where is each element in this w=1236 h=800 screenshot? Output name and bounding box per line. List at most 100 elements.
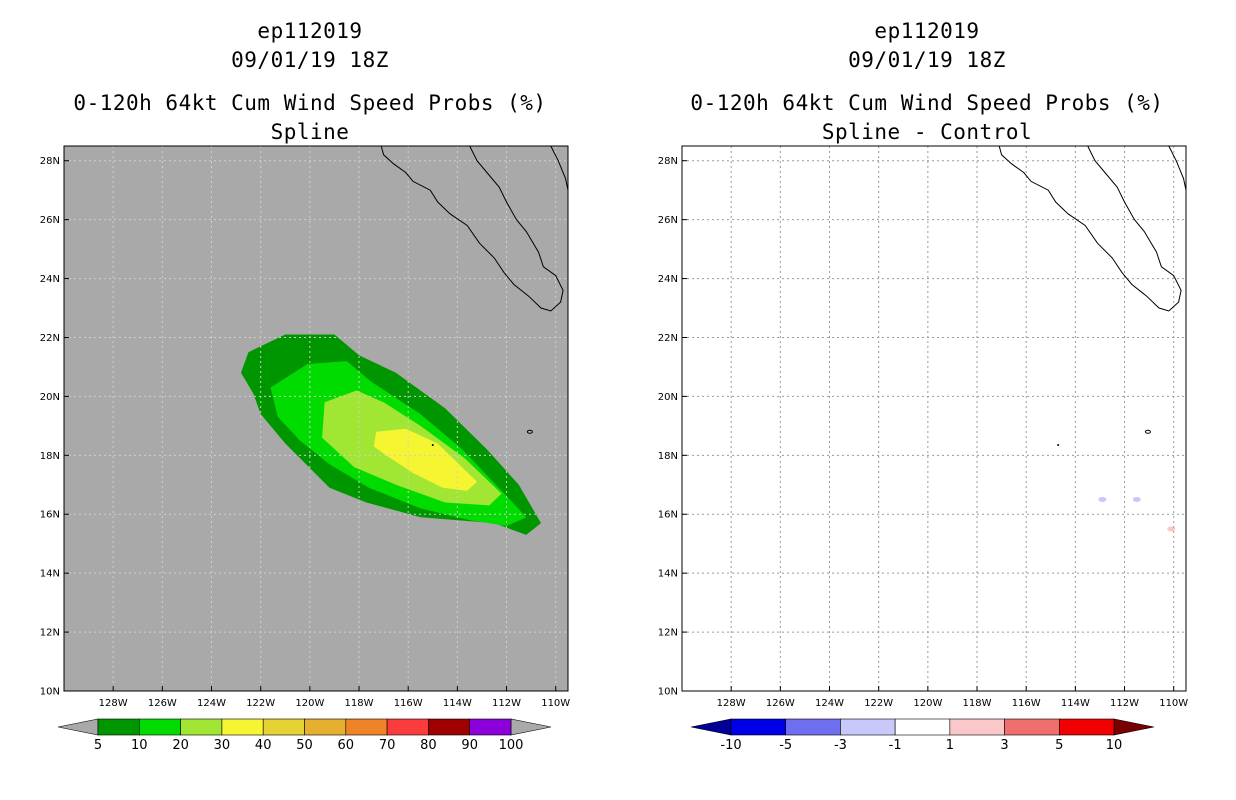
y-tick-label: 24N <box>40 274 60 285</box>
contour-30-40 <box>373 428 477 491</box>
colorbar-label: 90 <box>461 738 478 753</box>
colorbar-label: -1 <box>889 738 902 753</box>
colorbar-label: 1 <box>946 738 954 753</box>
y-tick-label: 22N <box>40 333 60 344</box>
x-tick-label: 112W <box>492 698 521 709</box>
x-tick-label: 118W <box>345 698 374 709</box>
colorbar-swatch <box>1004 718 1060 736</box>
colorbar-swatch <box>730 718 787 736</box>
x-tick-label: 120W <box>913 698 942 709</box>
x-tick-label: 114W <box>443 698 472 709</box>
colorbar-label: 30 <box>214 738 231 753</box>
x-tick-label: 112W <box>1110 698 1139 709</box>
colorbar-label: 100 <box>499 738 524 753</box>
colorbar-label: 60 <box>338 738 355 753</box>
y-tick-label: 10N <box>658 687 678 698</box>
y-tick-label: 10N <box>40 687 60 698</box>
right-title-storm: ep112019 <box>874 19 980 43</box>
x-tick-label: 124W <box>815 698 844 709</box>
x-tick-label: 114W <box>1061 698 1090 709</box>
y-tick-label: 14N <box>658 569 678 580</box>
colorbar-swatch <box>469 718 512 736</box>
colorbar-swatch <box>894 718 951 736</box>
y-tick-label: 12N <box>658 628 678 639</box>
baja-coastline <box>998 145 1182 312</box>
colorbar-swatch <box>221 718 264 736</box>
colorbar-swatch <box>180 718 223 736</box>
y-tick-label: 22N <box>658 333 678 344</box>
colorbar-swatch <box>840 718 896 736</box>
y-tick-label: 28N <box>658 156 678 167</box>
colorbar-label: 10 <box>131 738 148 753</box>
y-tick-label: 26N <box>658 215 678 226</box>
colorbar-swatch <box>304 718 347 736</box>
x-tick-label: 128W <box>99 698 128 709</box>
y-tick-label: 20N <box>658 392 678 403</box>
colorbar-swatch <box>386 718 429 736</box>
right-title-time: 09/01/19 18Z <box>848 48 1006 72</box>
x-tick-label: 126W <box>766 698 795 709</box>
x-tick-label: 128W <box>717 698 746 709</box>
baja-coastline <box>380 145 564 312</box>
difference-blob-0 <box>1098 497 1107 503</box>
colorbar-swatch <box>785 718 841 736</box>
x-tick-label: 116W <box>394 698 423 709</box>
colorbar-swatch <box>139 718 181 736</box>
y-tick-label: 26N <box>40 215 60 226</box>
difference-blob-1 <box>1132 497 1141 503</box>
socorro-island <box>1144 429 1151 434</box>
colorbar-label: 50 <box>296 738 313 753</box>
plot-background <box>682 146 1186 691</box>
y-tick-label: 24N <box>658 274 678 285</box>
y-tick-label: 18N <box>658 451 678 462</box>
plot-frame <box>63 145 569 692</box>
x-tick-label: 126W <box>148 698 177 709</box>
x-tick-label: 116W <box>1012 698 1041 709</box>
colorbar-low-triangle <box>690 718 732 736</box>
x-tick-label: 122W <box>246 698 275 709</box>
mainland-coastline <box>1168 145 1187 191</box>
colorbar-label: -5 <box>779 738 792 753</box>
colorbar-label: 3 <box>1000 738 1008 753</box>
left-panel-titles: ep112019 09/01/19 18Z 0-120h 64kt Cum Wi… <box>60 17 560 147</box>
colorbar-label: 80 <box>420 738 437 753</box>
colorbar: -10 -5 -3 -1 1 3 5 10 <box>690 718 1155 753</box>
right-title-method: Spline - Control <box>821 120 1033 144</box>
colorbar-label: 10 <box>1106 738 1123 753</box>
x-tick-label: 122W <box>864 698 893 709</box>
y-tick-label: 16N <box>658 510 678 521</box>
colorbar-swatch <box>262 718 305 736</box>
colorbar-swatch <box>97 718 140 736</box>
colorbar-label: -3 <box>834 738 847 753</box>
left-title-storm: ep112019 <box>257 19 363 43</box>
colorbar-label: 5 <box>94 738 102 753</box>
colorbar: 5 10 20 30 40 50 60 70 80 90 100 <box>57 718 552 753</box>
colorbar-swatch <box>1058 718 1115 736</box>
colorbar-label: 5 <box>1055 738 1063 753</box>
y-tick-label: 28N <box>40 156 60 167</box>
left-title-method: Spline <box>270 120 350 144</box>
y-tick-label: 20N <box>40 392 60 403</box>
x-tick-label: 110W <box>541 698 570 709</box>
colorbar-label: 20 <box>172 738 189 753</box>
x-tick-label: 118W <box>963 698 992 709</box>
y-tick-label: 14N <box>40 569 60 580</box>
x-tick-label: 124W <box>197 698 226 709</box>
left-title-time: 09/01/19 18Z <box>231 48 389 72</box>
colorbar-swatch <box>949 718 1005 736</box>
colorbar-low-triangle <box>57 718 99 736</box>
storm-position-marker <box>1057 444 1060 447</box>
right-title-variable: 0-120h 64kt Cum Wind Speed Probs (%) <box>690 91 1164 115</box>
colorbar-label: 40 <box>255 738 272 753</box>
x-tick-label: 120W <box>295 698 324 709</box>
colorbar-swatch <box>345 718 388 736</box>
socorro-island <box>526 429 533 434</box>
y-tick-label: 12N <box>40 628 60 639</box>
mainland-coastline <box>550 145 569 191</box>
map-panel-spline-minus-control: 128W 126W 124W 122W 120W 118W 116W 114W 112W 110W… <box>658 145 1188 753</box>
colorbar-high-triangle <box>510 718 552 736</box>
right-panel-titles: ep112019 09/01/19 18Z 0-120h 64kt Cum Wi… <box>677 17 1177 147</box>
colorbar-label: -10 <box>720 738 741 753</box>
x-tick-label: 110W <box>1159 698 1188 709</box>
storm-position-marker <box>431 444 434 447</box>
